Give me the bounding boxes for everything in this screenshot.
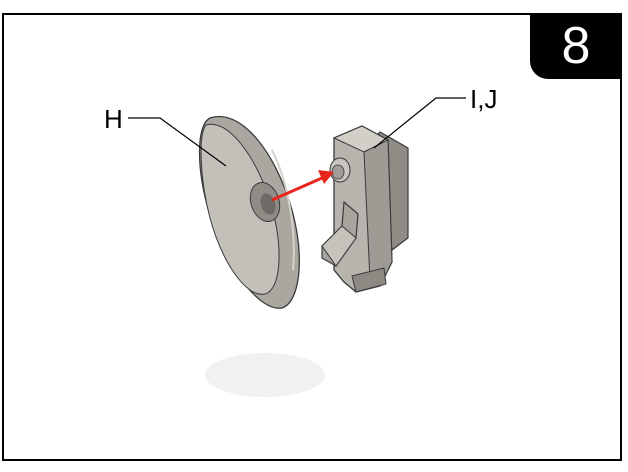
leader-line-h [128, 117, 227, 167]
part-ij-clip [321, 125, 409, 293]
leader-line-ij [373, 97, 466, 149]
red-assembly-arrow [271, 170, 334, 202]
label-part-ij: I,J [470, 84, 498, 114]
part-shadow [205, 353, 325, 397]
step-badge [530, 13, 622, 79]
part-h-suction-cup [198, 115, 300, 309]
label-part-h: H [104, 104, 123, 134]
step-number: 8 [561, 17, 591, 75]
